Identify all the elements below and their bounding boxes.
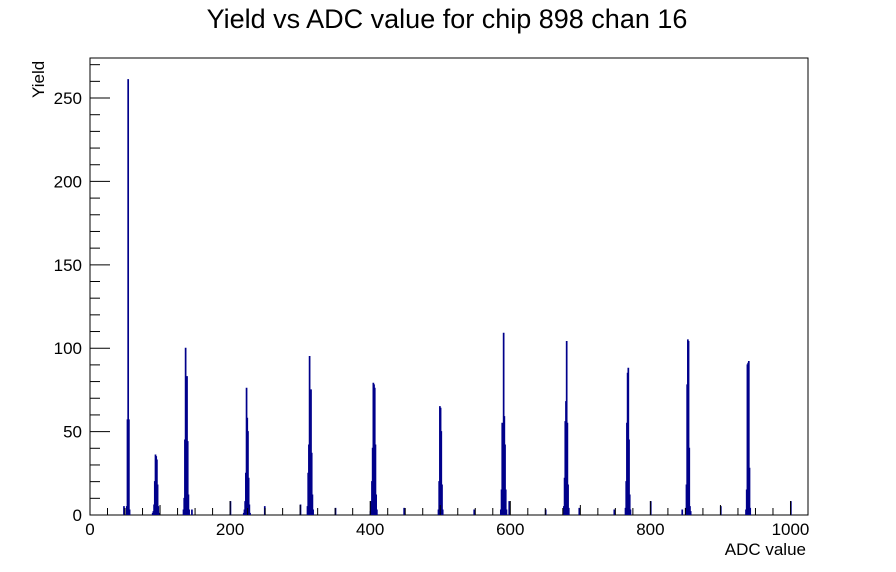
histogram-bin [613,509,616,515]
histogram-bin [158,512,160,515]
histogram-bin [578,507,581,515]
histogram-bin [156,484,159,515]
histogram-bin [441,509,444,515]
histogram-bars [123,79,792,515]
histogram-bin [375,494,377,515]
x-tick-label: 200 [216,520,244,539]
histogram-bin [312,509,314,515]
histogram-bin [687,341,690,515]
histogram-bin [749,507,752,515]
histogram-bin [508,501,511,515]
histogram-bin [440,431,443,515]
histogram-bin [473,509,476,515]
histogram-bin [628,439,630,515]
y-tick-label: 0 [73,506,82,525]
y-axis-label: Yield [29,61,48,98]
histogram-bin [629,509,632,515]
histogram-bin [441,484,443,515]
histogram-bin [566,422,569,515]
chart-title: Yield vs ADC value for chip 898 chan 16 [207,4,688,34]
x-tick-label: 0 [85,520,94,539]
histogram-bin [311,494,314,515]
x-axis-label: ADC value [725,540,806,559]
x-axis: 0 200 400 600 800 1000 [85,501,809,539]
histogram-bin [681,509,684,515]
histogram-bin [310,452,313,515]
histogram-bin [374,444,377,515]
histogram-bin [376,509,378,515]
histogram-bin [128,509,131,515]
histogram-bin [567,484,569,515]
histogram-bin [186,441,189,515]
histogram-bin [310,389,312,515]
histogram-bin [123,506,125,515]
plot-frame [89,57,809,516]
histogram-bin [504,444,506,515]
histogram-bin [191,509,193,515]
y-tick-label: 200 [54,172,82,191]
histogram-bin [748,467,751,515]
histogram-bin [247,477,250,515]
x-tick-label: 600 [496,520,524,539]
y-tick-label: 250 [54,89,82,108]
y-tick-label: 100 [54,339,82,358]
x-tick-label: 800 [636,520,664,539]
x-tick-label: 1000 [772,520,810,539]
histogram-bin [567,507,570,515]
histogram-bin [689,506,691,515]
histogram-bin [505,509,508,515]
histogram-bin [187,494,190,515]
y-tick-label: 50 [63,423,82,442]
histogram-bin [249,512,251,515]
histogram-bin [403,507,406,515]
histogram-bin [157,506,160,515]
histogram-bin [747,361,750,515]
histogram-bin [248,504,251,515]
y-axis: 0 50 100 150 200 250 [54,64,110,525]
histogram-bin [128,419,130,515]
histogram-bin [628,494,631,515]
x-tick-label: 400 [356,520,384,539]
histogram-bin [308,356,311,515]
histogram-bin [247,431,249,515]
histogram-bin [188,509,190,515]
histogram-bin [127,79,130,515]
histogram-bin [689,511,692,515]
y-tick-label: 150 [54,256,82,275]
histogram-bin [504,489,507,515]
histogram-bin [688,447,691,515]
